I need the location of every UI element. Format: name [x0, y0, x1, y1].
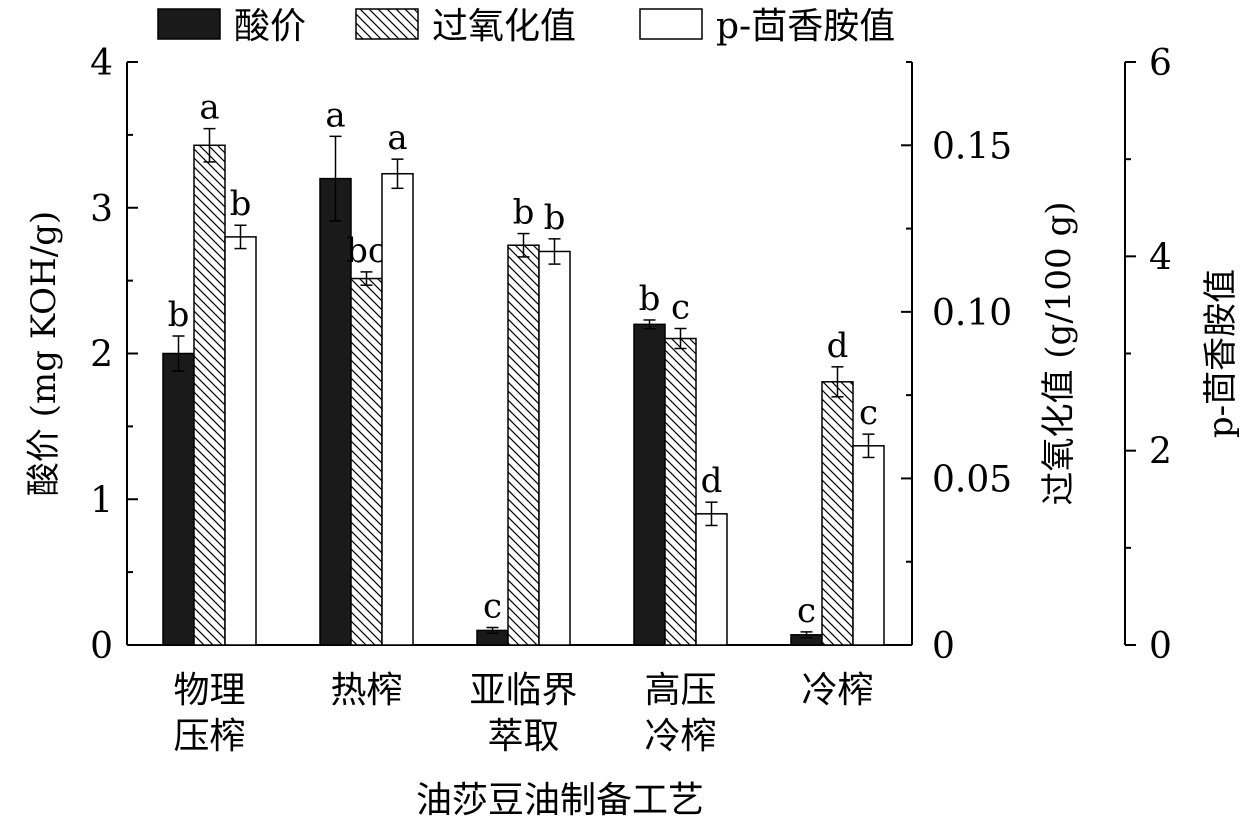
right2-axis-title: p-茴香胺值 — [1201, 269, 1241, 438]
bar — [507, 244, 540, 646]
right2-tick-label: 2 — [1149, 432, 1172, 473]
bar — [538, 250, 571, 646]
x-tick-label: 冷榨 — [644, 716, 716, 757]
x-tick-label: 萃取 — [487, 716, 559, 757]
bar — [350, 277, 383, 646]
left-tick-label: 1 — [90, 480, 113, 521]
significance-letter: c — [859, 393, 878, 433]
x-tick-label: 冷榨 — [801, 670, 873, 711]
legend-label: 过氧化值 — [432, 6, 576, 47]
x-tick-label: 热榨 — [330, 670, 402, 711]
axis-labels: 油莎豆油制备工艺 酸价 (mg KOH/g) 过氧化值 (g/100 g) p-茴香胺… — [24, 201, 1241, 821]
significance-letter: c — [797, 591, 816, 631]
significance-letter: c — [671, 288, 690, 328]
right1-tick-label: 0.10 — [932, 293, 1012, 334]
bar — [664, 337, 697, 646]
x-tick-label: 压榨 — [173, 716, 245, 757]
left-tick-label: 0 — [90, 626, 113, 667]
significance-letter: a — [199, 88, 219, 128]
bar — [852, 445, 885, 646]
legend-label: p-茴香胺值 — [716, 6, 895, 47]
significance-letter: d — [701, 461, 723, 501]
legend-swatch — [639, 8, 703, 40]
x-tick-label: 高压 — [644, 670, 716, 711]
right1-tick-label: 0.05 — [932, 459, 1012, 500]
significance-letter: d — [827, 326, 849, 366]
left-axis-title: 酸价 (mg KOH/g) — [24, 211, 64, 496]
left-tick-label: 2 — [90, 335, 113, 376]
right2-tick-label: 0 — [1149, 626, 1172, 667]
significance-letter: a — [387, 118, 407, 158]
significance-letter: b — [168, 295, 190, 335]
right1-tick-label: 0.15 — [932, 126, 1012, 167]
right2-tick-label: 6 — [1149, 43, 1172, 84]
significance-letter: a — [325, 95, 345, 135]
bar — [193, 144, 226, 646]
bar — [224, 236, 257, 646]
left-tick-label: 3 — [90, 189, 113, 230]
bar — [381, 172, 414, 646]
x-tick-label: 亚临界 — [469, 670, 577, 711]
significance-letter: b — [639, 279, 661, 319]
legend-label: 酸价 — [234, 6, 306, 47]
bar — [319, 177, 352, 646]
significance-letter: b — [230, 184, 252, 224]
bar — [821, 381, 854, 646]
bar — [695, 513, 728, 646]
x-tick-label: 物理 — [173, 670, 245, 711]
bar — [633, 323, 666, 646]
right1-tick-label: 0 — [932, 626, 955, 667]
legend: 酸价 过氧化值 p-茴香胺值 — [157, 6, 895, 47]
legend-swatch — [157, 8, 221, 40]
significance-letter: b — [513, 193, 535, 233]
significance-letter: c — [483, 587, 502, 627]
left-tick-label: 4 — [90, 43, 113, 84]
right1-axis-title: 过氧化值 (g/100 g) — [1039, 201, 1079, 505]
legend-swatch — [355, 8, 419, 40]
x-axis-title: 油莎豆油制备工艺 — [416, 780, 704, 821]
right2-tick-label: 4 — [1149, 237, 1172, 278]
bar — [162, 352, 195, 646]
significance-letter: b — [544, 198, 566, 238]
significance-letter: bc — [346, 231, 387, 271]
